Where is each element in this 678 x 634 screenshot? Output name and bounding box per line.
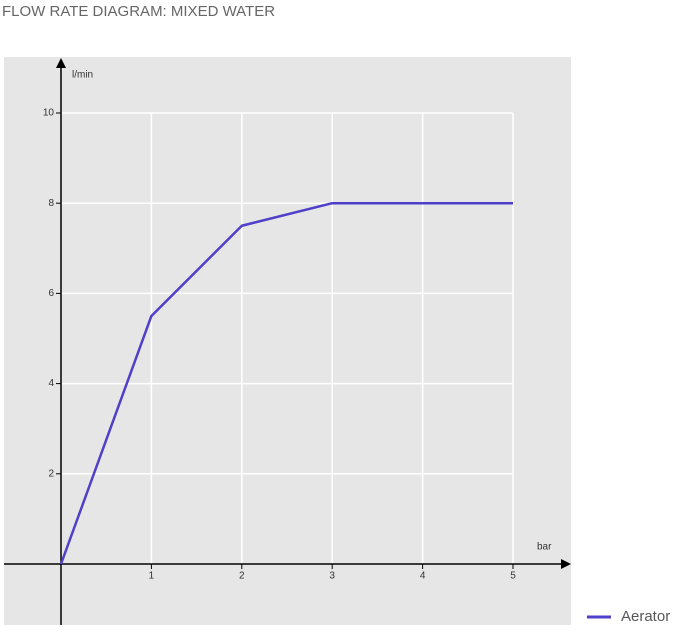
- grid: [61, 112, 514, 564]
- x-tick-label: 3: [329, 571, 335, 582]
- y-axis-label: l/min: [72, 70, 93, 81]
- x-axis-arrow: [561, 559, 571, 569]
- x-tick-label: 2: [239, 571, 245, 582]
- y-axis-arrow: [56, 58, 66, 68]
- y-tick-label: 4: [48, 378, 54, 389]
- x-tick-label: 4: [420, 571, 426, 582]
- x-axis-label: bar: [537, 542, 552, 553]
- y-tick-label: 10: [43, 108, 55, 119]
- x-tick-label: 1: [149, 571, 155, 582]
- y-tick-label: 2: [48, 468, 54, 479]
- x-tick-label: 5: [510, 571, 516, 582]
- marks: [59, 201, 513, 565]
- legend-label: Aerator: [621, 608, 670, 625]
- y-tick-label: 8: [48, 198, 54, 209]
- plot-background: [4, 57, 571, 625]
- line: [59, 201, 513, 565]
- y-tick-label: 6: [48, 288, 54, 299]
- chart-title: FLOW RATE DIAGRAM: MIXED WATER: [2, 3, 275, 20]
